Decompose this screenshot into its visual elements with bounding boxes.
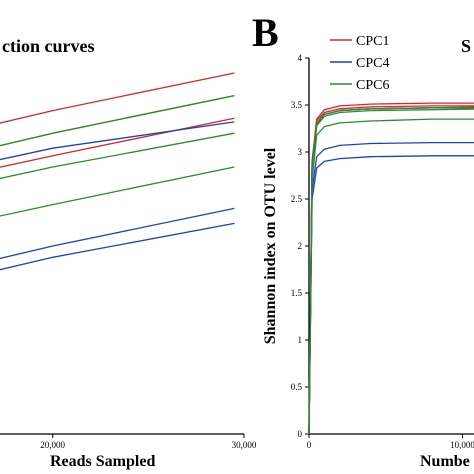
panel-b-y-tick-label: 0: [298, 429, 303, 439]
panel-b-series-line: [308, 141, 474, 435]
panel-a-series-line-cpc4: [0, 121, 235, 161]
panel-a-x-tick-label: 30,000: [232, 440, 257, 450]
panel-b-y-tick-label: 3: [298, 147, 303, 157]
panel-a-series-group: [0, 72, 235, 271]
panel-b-y-tick-label: 3.5: [291, 100, 303, 110]
panel-a-title: ction curves: [2, 36, 94, 56]
panel-b-y-axis-title: Shannon index on OTU level: [262, 147, 279, 344]
panel-b-x-tick-label: 0: [307, 440, 312, 450]
panel-b-series-line: [308, 105, 474, 435]
panel-a-series-line-cpc6: [0, 166, 235, 217]
panel-b-y-tick-label: 1.5: [291, 288, 303, 298]
legend-label-cpc6: CPC6: [356, 78, 389, 93]
panel-a-series-line-cpc1: [0, 72, 235, 124]
legend-label-cpc4: CPC4: [356, 56, 389, 71]
panel-a-series-line-cpc4: [0, 222, 235, 271]
panel-b-y-tick-label: 2: [298, 241, 303, 251]
panel-b-series-line: [308, 118, 474, 435]
panel-b-y-tick-label: 4: [298, 53, 303, 63]
panel-a-rarefaction-chart: ction curves 20,000 30,000 Reads Sampled: [0, 36, 257, 470]
panel-b-legend: CPC1 CPC4 CPC6: [330, 34, 389, 93]
panel-a-series-line-cpc1: [0, 117, 235, 168]
panel-b-y-tick-label: 1: [298, 335, 303, 345]
panel-a-series-line-cpc4: [0, 207, 235, 260]
panel-a-x-tick-label: 20,000: [40, 440, 65, 450]
panel-a-series-line-cpc6: [0, 94, 235, 147]
panel-b-letter: B: [252, 10, 279, 55]
panel-b-y-tick-label: 0.5: [291, 382, 303, 392]
panel-a-x-axis-title: Reads Sampled: [50, 453, 155, 470]
panel-a-series-line-cpc6: [0, 132, 235, 180]
panel-b-shannon-chart: B S 0 0.5 1 1.5 2 2.5 3 3.5 4 0 10,000 Shannon in…: [252, 10, 474, 470]
panel-a-x-ticks: 20,000 30,000: [40, 434, 257, 450]
panel-b-y-ticks: 0 0.5 1 1.5 2 2.5 3 3.5 4: [291, 53, 309, 439]
panel-b-series-line: [308, 108, 474, 435]
panel-b-x-ticks: 0 10,000: [307, 434, 474, 450]
panel-b-x-tick-label: 10,000: [450, 440, 474, 450]
panel-b-y-tick-label: 2.5: [291, 194, 303, 204]
panel-b-title: S: [461, 36, 471, 56]
panel-b-series-line: [308, 102, 474, 435]
panel-b-series-line: [308, 155, 474, 435]
legend-label-cpc1: CPC1: [356, 34, 389, 49]
panel-b-series-group: [308, 102, 474, 435]
panel-b-x-axis-title: Numbe: [420, 453, 470, 470]
